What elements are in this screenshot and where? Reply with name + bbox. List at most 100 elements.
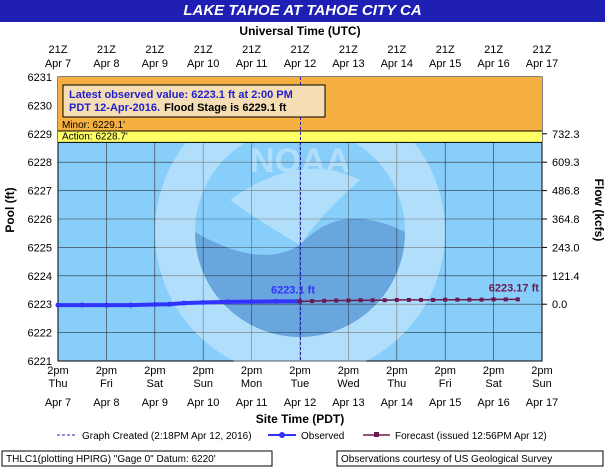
top-tick-date: Apr 11 [236, 58, 268, 70]
x-tick-day: Thu [49, 378, 68, 390]
top-tick-date: Apr 16 [477, 58, 509, 70]
forecast-value-label: 6223.17 ft [489, 282, 539, 294]
x-tick-date: Apr 16 [477, 397, 509, 409]
forecast-point [382, 298, 387, 303]
top-tick-time: 21Z [533, 44, 552, 56]
y-tick-label: 6224 [28, 271, 52, 283]
y-tick-label: 6225 [28, 242, 52, 254]
forecast-point [346, 298, 351, 303]
x-tick-date: Apr 8 [93, 397, 119, 409]
y2-tick-label: 609.3 [552, 157, 580, 169]
x-tick-time: 2pm [241, 365, 262, 377]
x-tick-day: Wed [337, 378, 359, 390]
observed-point [128, 302, 134, 308]
observed-point [224, 299, 230, 305]
y2-tick-label: 732.3 [552, 129, 580, 141]
observed-point [249, 299, 255, 305]
legend-created-label: Graph Created (2:18PM Apr 12, 2016) [82, 431, 252, 442]
observed-series-line [58, 299, 300, 308]
forecast-point [491, 297, 496, 302]
x-tick-day: Tue [291, 378, 310, 390]
x-tick-date: Apr 10 [187, 397, 219, 409]
observed-value-label: 6223.1 ft [271, 284, 315, 296]
x-tick-time: 2pm [96, 365, 117, 377]
top-tick-time: 21Z [291, 44, 310, 56]
x-tick-date: Apr 17 [526, 397, 558, 409]
forecast-point [443, 297, 448, 302]
forecast-point [394, 297, 399, 302]
forecast-point [334, 298, 339, 303]
forecast-point [455, 297, 460, 302]
forecast-point [358, 298, 363, 303]
x-tick-date: Apr 12 [284, 397, 316, 409]
x-tick-time: 2pm [434, 365, 455, 377]
observed-point [55, 302, 61, 308]
x-tick-day: Sun [532, 378, 552, 390]
y2-tick-label: 243.0 [552, 242, 580, 254]
y-tick-label: 6226 [28, 214, 52, 226]
x-tick-date: Apr 13 [332, 397, 364, 409]
x-tick-day: Fri [100, 378, 113, 390]
latest-value-box: Latest observed value: 6223.1 ft at 2:00… [62, 84, 326, 118]
footer-right-box [336, 450, 604, 467]
y-tick-label: 6223 [28, 299, 52, 311]
forecast-point [406, 297, 411, 302]
x-tick-day: Sat [485, 378, 502, 390]
y2-tick-label: 486.8 [552, 186, 580, 198]
y2-tick-label: 121.4 [552, 271, 580, 283]
top-axis-title: Universal Time (UTC) [239, 24, 360, 38]
y-tick-label: 6221 [28, 356, 52, 368]
forecast-point [370, 298, 375, 303]
forecast-point [310, 299, 315, 304]
legend: Graph Created (2:18PM Apr 12, 2016) Obse… [57, 431, 547, 442]
action-zone [58, 130, 542, 143]
footer-left: THLC1(plotting HPIRG) "Gage 0" Datum: 62… [6, 454, 216, 465]
noaa-logo-watermark: NOAA [155, 87, 445, 377]
forecast-point [431, 297, 436, 302]
y-tick-label: 6222 [28, 328, 52, 340]
x-tick-time: 2pm [289, 365, 310, 377]
legend-observed-label: Observed [301, 431, 344, 442]
y2-tick-label: 364.8 [552, 214, 580, 226]
forecast-point [298, 299, 302, 304]
x-tick-date: Apr 14 [381, 397, 413, 409]
y-tick-label: 6230 [28, 100, 52, 112]
forecast-point [479, 297, 484, 302]
forecast-point [322, 298, 327, 303]
observed-point [200, 299, 206, 305]
top-tick-date: Apr 7 [45, 58, 71, 70]
top-tick-time: 21Z [242, 44, 261, 56]
x-tick-date: Apr 7 [45, 397, 71, 409]
top-tick-date: Apr 14 [381, 58, 413, 70]
x-tick-date: Apr 9 [142, 397, 168, 409]
x-tick-time: 2pm [192, 365, 213, 377]
top-tick-time: 21Z [436, 44, 455, 56]
top-tick-time: 21Z [484, 44, 503, 56]
top-tick-date: Apr 10 [187, 58, 219, 70]
left-axis-title: Pool (ft) [3, 187, 17, 232]
forecast-point [503, 297, 508, 302]
top-tick-date: Apr 8 [93, 58, 119, 70]
x-tick-date: Apr 11 [236, 397, 268, 409]
minor-stage-label: Minor: 6229.1' [62, 120, 125, 131]
top-tick-date: Apr 15 [429, 58, 461, 70]
observed-point [103, 302, 109, 308]
x-tick-day: Mon [241, 378, 262, 390]
forecast-point [515, 297, 520, 302]
info-line-2: PDT 12-Apr-2016. Flood Stage is 6229.1 ft [69, 102, 287, 114]
top-tick-date: Apr 9 [142, 58, 168, 70]
legend-forecast-marker [374, 432, 379, 437]
top-tick-date: Apr 13 [332, 58, 364, 70]
observed-point [152, 301, 158, 307]
top-tick-date: Apr 12 [284, 58, 316, 70]
observed-point [273, 298, 279, 304]
legend-observed-marker [279, 432, 285, 438]
x-tick-date: Apr 15 [429, 397, 461, 409]
forecast-point [419, 297, 423, 302]
top-tick-date: Apr 17 [526, 58, 558, 70]
bottom-axis-title: Site Time (PDT) [256, 412, 344, 426]
x-tick-time: 2pm [386, 365, 407, 377]
observed-point [79, 302, 85, 308]
x-tick-time: 2pm [144, 365, 165, 377]
footer-left-box [1, 450, 273, 467]
